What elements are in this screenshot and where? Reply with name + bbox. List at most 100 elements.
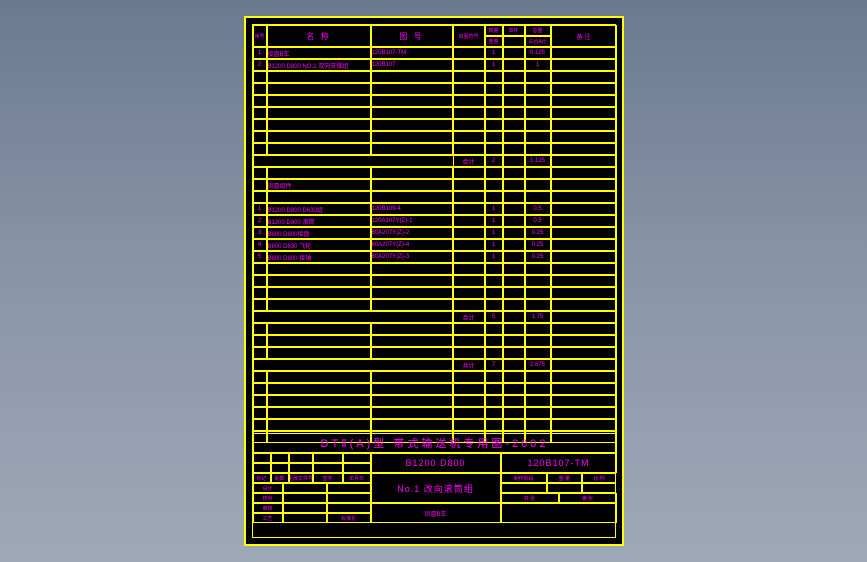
s2-c2	[371, 179, 453, 191]
subtotal1-label: 合计	[453, 155, 485, 167]
sheet-lbl: 共 张	[501, 493, 559, 503]
row-qty	[485, 323, 503, 335]
role-v2	[283, 503, 327, 513]
role2-2	[327, 503, 371, 513]
row-qty: 1	[485, 59, 503, 71]
section2-title: 凤凰组件	[267, 179, 371, 191]
hdr-wu2	[503, 36, 525, 47]
row-note	[551, 371, 617, 383]
row-w2	[525, 119, 551, 131]
row-dwg: 80A207Y(Z)-3	[371, 251, 453, 263]
row-dwg	[371, 119, 453, 131]
row-w2	[525, 383, 551, 395]
row-w1	[503, 131, 525, 143]
row-w2	[525, 131, 551, 143]
row-w1	[503, 47, 525, 59]
rev-hdr: 更改文件号	[289, 473, 313, 483]
row-idx	[253, 299, 267, 311]
scale-lbl: 比 例	[582, 473, 617, 483]
row-w2	[525, 323, 551, 335]
role-3: 工艺	[253, 513, 283, 523]
row-w2	[525, 371, 551, 383]
rev-cell	[313, 453, 343, 463]
row-dwg	[371, 131, 453, 143]
row-idx	[253, 95, 267, 107]
row-w2	[525, 263, 551, 275]
grand-label: 共计	[453, 359, 485, 371]
row-idx	[253, 167, 267, 179]
row-w2	[525, 95, 551, 107]
rev-cell	[313, 463, 343, 473]
row-idx	[253, 143, 267, 155]
stage-val	[501, 483, 547, 493]
row-w1	[503, 395, 525, 407]
row-idx: 2	[253, 59, 267, 71]
row-w1	[503, 107, 525, 119]
weight-lbl: 重 量	[547, 473, 582, 483]
row-name	[267, 263, 371, 275]
s2-c6	[525, 179, 551, 191]
row-qty: 1	[485, 239, 503, 251]
row-w1	[503, 191, 525, 203]
row-w1	[503, 119, 525, 131]
rev-hdr: 签字	[313, 473, 343, 483]
hdr-wt: 总重	[525, 25, 551, 36]
row-c3	[453, 215, 485, 227]
row-idx	[253, 395, 267, 407]
rev-cell	[289, 453, 313, 463]
row-idx	[253, 335, 267, 347]
row-note	[551, 215, 617, 227]
row-note	[551, 203, 617, 215]
subtotal2-w: 1.75	[525, 311, 551, 323]
hdr-old: 旧图符号	[453, 25, 485, 47]
row-note	[551, 335, 617, 347]
row-dwg	[371, 107, 453, 119]
row-dwg	[371, 83, 453, 95]
row-c3	[453, 383, 485, 395]
row-note	[551, 227, 617, 239]
row-idx: 3	[253, 227, 267, 239]
row-qty	[485, 107, 503, 119]
subtotal1-w: 1.125	[525, 155, 551, 167]
row-w2	[525, 191, 551, 203]
row-idx	[253, 419, 267, 431]
role2-0	[327, 483, 371, 493]
model-cell: B1200 D800	[371, 453, 501, 473]
grand-qty: 7	[485, 359, 503, 371]
row-w1	[503, 215, 525, 227]
row-name	[267, 167, 371, 179]
row-dwg	[371, 395, 453, 407]
row-idx	[253, 371, 267, 383]
row-note	[551, 59, 617, 71]
row-c3	[453, 119, 485, 131]
row-dwg	[371, 263, 453, 275]
row-name: B800 D800 接轴	[267, 251, 371, 263]
hdr-qty: 数量	[485, 25, 503, 36]
row-qty: 1	[485, 251, 503, 263]
row-note	[551, 299, 617, 311]
st2-w1	[503, 311, 525, 323]
row-c3	[453, 203, 485, 215]
row-idx	[253, 263, 267, 275]
row-dwg: 120B109-4	[371, 203, 453, 215]
row-idx	[253, 407, 267, 419]
role2-3: 标准化	[327, 513, 371, 523]
row-w2	[525, 167, 551, 179]
row-name	[267, 287, 371, 299]
row-note	[551, 407, 617, 419]
row-qty	[485, 335, 503, 347]
row-qty	[485, 119, 503, 131]
row-qty	[485, 143, 503, 155]
row-name	[267, 143, 371, 155]
row-dwg: 80A207Y(Z)-4	[371, 239, 453, 251]
row-name	[267, 83, 371, 95]
row-w2: 0.125	[525, 47, 551, 59]
row-idx	[253, 131, 267, 143]
row-w2	[525, 347, 551, 359]
row-w2	[525, 83, 551, 95]
row-w2	[525, 143, 551, 155]
row-name	[267, 323, 371, 335]
row-qty	[485, 263, 503, 275]
row-note	[551, 239, 617, 251]
hdr-dwg: 图 号	[371, 25, 453, 47]
